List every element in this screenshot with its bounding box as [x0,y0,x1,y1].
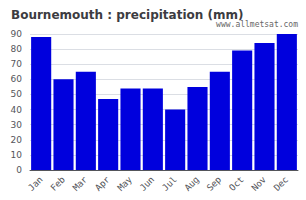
svg-text:Bournemouth : precipitation (m: Bournemouth : precipitation (mm) [11,8,243,22]
svg-text:Apr: Apr [93,174,112,193]
svg-text:30: 30 [11,120,23,130]
svg-text:Jan: Jan [26,174,45,193]
svg-text:70: 70 [11,59,23,69]
svg-text:Mar: Mar [71,174,90,193]
svg-text:Jul: Jul [160,174,179,193]
svg-text:0: 0 [16,165,22,175]
svg-text:Jun: Jun [138,174,157,193]
svg-text:10: 10 [11,150,23,160]
svg-text:Oct: Oct [227,174,246,193]
svg-text:Aug: Aug [182,174,201,193]
svg-text:90: 90 [11,29,23,39]
svg-text:Dec: Dec [272,174,291,193]
svg-text:40: 40 [11,105,23,115]
svg-text:www.allmetsat.com: www.allmetsat.com [216,19,298,29]
svg-text:May: May [115,174,134,193]
svg-text:Feb: Feb [48,174,67,193]
svg-text:Nov: Nov [249,174,268,193]
svg-text:60: 60 [11,74,23,84]
svg-text:20: 20 [11,135,23,145]
svg-text:80: 80 [11,44,23,54]
svg-text:Sep: Sep [205,174,224,193]
svg-text:50: 50 [11,89,23,99]
